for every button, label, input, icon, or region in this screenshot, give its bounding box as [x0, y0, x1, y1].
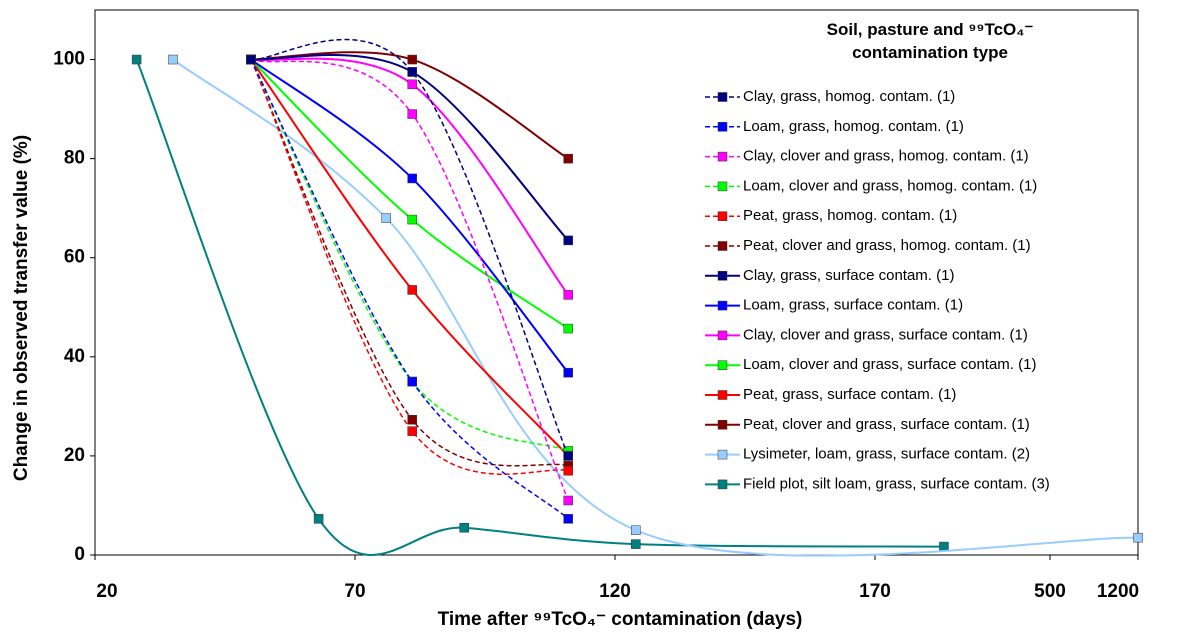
point [563, 451, 573, 461]
x-tick-label: 1200 [1097, 581, 1139, 602]
point [407, 426, 417, 436]
series-line [135, 59, 944, 556]
series-line [250, 58, 569, 457]
point [131, 54, 142, 65]
point [563, 466, 573, 476]
y-tick-label: 100 [53, 49, 85, 70]
x-tick-label: 500 [1034, 581, 1066, 602]
legend-marker [717, 151, 728, 162]
legend-marker [717, 92, 728, 102]
x-tick-label: 170 [859, 581, 891, 602]
y-tick-label: 60 [64, 247, 85, 268]
y-tick-label: 0 [74, 544, 85, 565]
legend-label: Loam, clover and grass, surface contam. … [743, 356, 1036, 373]
y-tick-label: 80 [64, 148, 85, 169]
point [407, 285, 417, 295]
point [563, 495, 573, 506]
point [407, 376, 417, 387]
point [563, 290, 573, 300]
series-line [250, 57, 570, 296]
point [563, 235, 573, 246]
point [313, 514, 324, 524]
series-line [250, 59, 569, 467]
point [407, 79, 417, 90]
legend-label: Loam, clover and grass, homog. contam. (… [743, 177, 1037, 194]
legend-label: Loam, grass, surface contam. (1) [743, 297, 963, 314]
legend-marker [717, 211, 728, 221]
point [407, 173, 417, 184]
y-axis-label: Change in observed transfer value (%) [11, 135, 32, 481]
x-tick-label: 120 [599, 581, 631, 602]
point [246, 54, 256, 65]
legend-label: Loam, grass, homog. contam. (1) [743, 118, 964, 135]
point [381, 213, 391, 223]
series-line [250, 38, 569, 457]
legend-marker [717, 449, 728, 460]
series-line [172, 58, 1139, 557]
legend-label: Lysimeter, loam, grass, surface contam. … [743, 446, 1030, 463]
x-tick-label: 20 [96, 581, 117, 602]
legend-label: Clay, clover and grass, surface contam. … [743, 326, 1028, 343]
point [631, 539, 641, 549]
legend-marker [717, 360, 728, 370]
point [563, 514, 573, 524]
legend-label: Field plot, silt loam, grass, surface co… [743, 475, 1050, 492]
point [1133, 532, 1143, 543]
legend-label: Clay, grass, surface contam. (1) [743, 267, 954, 284]
point [459, 523, 469, 533]
legend-label: Clay, grass, homog. contam. (1) [743, 88, 955, 105]
legend-marker [717, 300, 728, 311]
plot-border [94, 9, 1139, 556]
legend-label: Clay, clover and grass, homog. contam. (… [743, 148, 1029, 165]
point [563, 367, 573, 378]
series-line [250, 58, 569, 501]
legend-label: Peat, clover and grass, surface contam. … [743, 416, 1030, 433]
legend-title: Soil, pasture and ⁹⁹TcO₄⁻ contamination … [826, 20, 1034, 62]
legend-label: Peat, grass, surface contam. (1) [743, 386, 956, 403]
y-tick-label: 20 [64, 445, 85, 466]
point [407, 214, 417, 225]
series-line [250, 59, 569, 520]
legend-marker [717, 181, 728, 192]
legend-marker [717, 479, 728, 490]
point [407, 67, 417, 77]
legend-marker [717, 122, 728, 132]
point [168, 54, 178, 65]
x-tick-label: 70 [344, 581, 365, 602]
point [407, 109, 417, 119]
legend-marker [717, 271, 728, 281]
y-tick-label: 40 [64, 346, 85, 367]
legend-label: Peat, clover and grass, homog. contam. (… [743, 237, 1031, 254]
x-axis-label: Time after ⁹⁹TcO₄⁻ contamination (days) [438, 609, 803, 630]
point [407, 414, 417, 425]
legend-label: Peat, grass, homog. contam. (1) [743, 207, 957, 224]
legend-marker [717, 390, 728, 400]
point [407, 54, 417, 65]
series-line [250, 59, 569, 475]
point [631, 525, 641, 535]
point [939, 541, 949, 552]
point [563, 323, 573, 334]
legend-marker [717, 241, 728, 251]
point [563, 153, 573, 164]
legend-marker [717, 420, 728, 430]
legend-marker [717, 330, 728, 341]
